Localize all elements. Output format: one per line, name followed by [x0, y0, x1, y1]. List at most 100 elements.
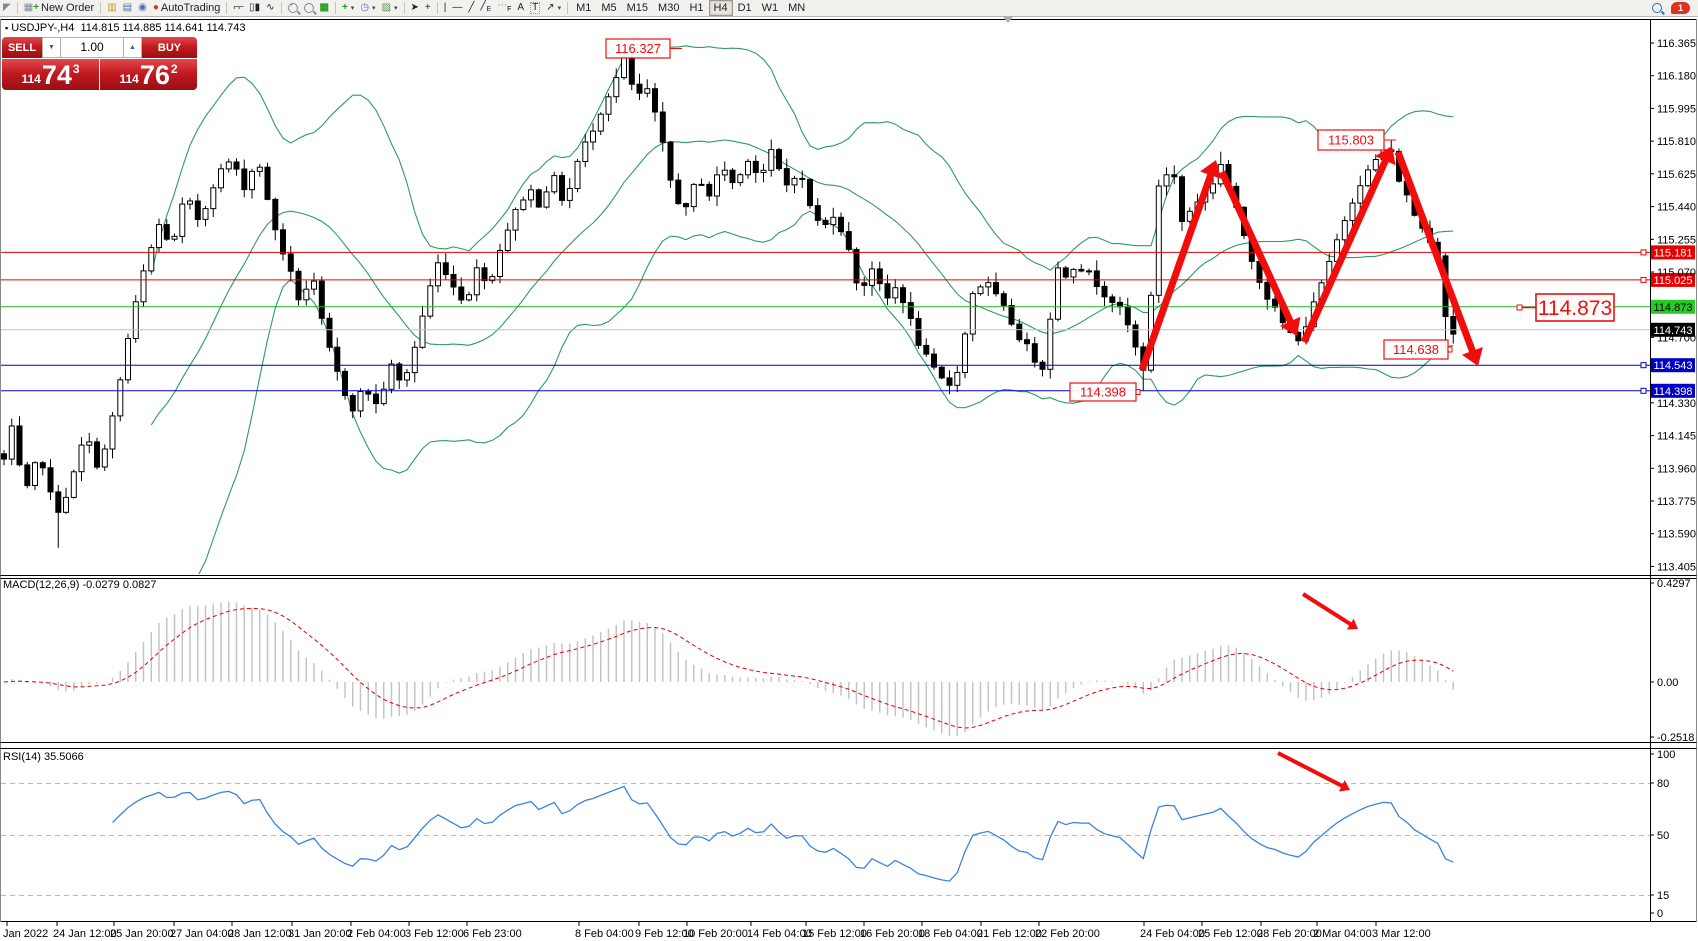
rsi-indicator-label: RSI(14) 35.5066 [3, 751, 84, 763]
notification-badge[interactable]: 1 [1671, 2, 1690, 14]
main-toolbar: ◤ ▦+ New Order ▥ ▤ ◉ ● AutoTrading ⌐⌐ ▯▮… [0, 0, 1698, 17]
tile-windows-icon: ▦ [319, 2, 329, 13]
candlestick-icon: ▯▮ [249, 2, 261, 13]
price-tick-label: 113.775 [1657, 496, 1696, 508]
ask-price-button[interactable]: 114 76 2 [100, 59, 197, 90]
timeframe-button-M1[interactable]: M1 [576, 2, 592, 14]
price-callout-114.638[interactable] [1383, 339, 1449, 360]
autotrading-button[interactable]: ● AutoTrading [152, 2, 221, 14]
price-badge-115.181 [1651, 245, 1695, 260]
line-chart-button[interactable]: ∿ [263, 1, 277, 15]
timeframe-button-D1[interactable]: D1 [737, 2, 752, 14]
line-handle-icon[interactable] [1640, 276, 1647, 283]
timeframe-button-MN[interactable]: MN [788, 2, 806, 14]
price-badge-text: 115.025 [1654, 275, 1693, 287]
bid-price-button[interactable]: 114 74 3 [2, 59, 99, 90]
trendline-tool-button[interactable]: ╱ [465, 1, 477, 15]
periods-button[interactable]: ◷ ▾ [357, 1, 378, 15]
trend-arrow[interactable] [1394, 150, 1477, 355]
trendline-icon: ╱ [468, 2, 475, 13]
trend-arrow[interactable] [1300, 157, 1390, 344]
arrows-tool-button[interactable]: ↗ ▾ [543, 1, 564, 15]
line-handle-icon[interactable] [1640, 387, 1647, 394]
tile-windows-button[interactable]: ▦ [317, 1, 332, 15]
trend-arrow[interactable] [1138, 172, 1215, 372]
trend-arrow-head[interactable] [1280, 316, 1301, 336]
bollinger-lower-band[interactable] [151, 210, 1454, 592]
text-tool-button[interactable]: A [514, 1, 527, 15]
channel-tool-button[interactable]: ╱E [477, 1, 494, 15]
price-callout-114.398[interactable] [1069, 382, 1137, 402]
time-axis-label: 27 Jan 04:00 [170, 928, 234, 940]
price-tick-label: 115.995 [1657, 103, 1696, 115]
timeframe-button-M30[interactable]: M30 [658, 2, 680, 14]
buy-button[interactable]: BUY [142, 37, 197, 58]
templates-button[interactable]: ▨ ▾ [379, 1, 401, 15]
trend-arrow[interactable] [1301, 592, 1353, 627]
add-indicator-button[interactable]: + ▾ [339, 1, 357, 15]
timeframe-button-H4[interactable]: H4 [708, 0, 733, 16]
hline-tool-button[interactable]: ― [449, 1, 465, 15]
price-callout-text: 114.873 [1538, 297, 1612, 320]
toolbar-separator [226, 2, 228, 14]
horizontal-line-icon: ― [452, 2, 463, 13]
time-axis-label: 2 Mar 04:00 [1313, 928, 1372, 940]
zoom-out-button[interactable]: - [301, 1, 317, 15]
timeframe-button-W1[interactable]: W1 [761, 2, 779, 14]
label-anchor-icon[interactable] [1516, 304, 1523, 311]
bar-chart-button[interactable]: ⌐⌐ [230, 1, 246, 15]
line-handle-icon[interactable] [1640, 362, 1647, 369]
price-tick-label: 115.440 [1657, 202, 1696, 214]
trend-arrow[interactable] [1218, 170, 1295, 325]
cursor-tool-button[interactable]: ➤ [408, 1, 422, 15]
volume-decrease-button[interactable]: ▼ [42, 37, 61, 58]
line-handle-icon[interactable] [1640, 249, 1647, 256]
timeframe-button-M15[interactable]: M15 [626, 2, 649, 14]
trend-arrow-head[interactable] [1346, 618, 1358, 630]
price-badge-text: 114.743 [1654, 325, 1693, 337]
timeframe-button-H1[interactable]: H1 [689, 2, 704, 14]
zoom-out-icon: - [303, 2, 314, 13]
price-badge-text: 114.873 [1654, 302, 1693, 314]
new-order-button[interactable]: ▦+ New Order [23, 2, 95, 14]
trend-arrow-head[interactable] [1338, 780, 1350, 792]
timeframe-button-M5[interactable]: M5 [601, 2, 617, 14]
volume-increase-button[interactable]: ▲ [123, 37, 142, 58]
toolbar-separator [16, 2, 18, 14]
fibonacci-tool-button[interactable]: ⋯F [494, 1, 514, 15]
time-axis-label: 15 Feb 12:00 [802, 928, 867, 940]
search-icon [1652, 3, 1662, 13]
spinner-down-icon: ▼ [48, 44, 55, 51]
price-callout-115.803[interactable] [1317, 129, 1385, 151]
vline-tool-button[interactable]: | [441, 1, 450, 15]
price-callout-text: 114.398 [1080, 385, 1126, 400]
price-callout-116.327[interactable] [605, 38, 671, 59]
label-tool-button[interactable]: T [527, 1, 543, 15]
time-axis-label: 16 Feb 20:00 [860, 928, 925, 940]
trend-arrow-head[interactable] [1375, 146, 1396, 166]
price-tick-label: 115.625 [1657, 169, 1696, 181]
bollinger-upper-band[interactable] [150, 41, 1454, 276]
chevron-down-icon: ▾ [372, 5, 376, 12]
zoom-in-button[interactable]: + [285, 1, 301, 15]
volume-input[interactable]: 1.00 [61, 37, 123, 58]
cursor-icon: ➤ [410, 2, 419, 13]
time-axis-label: 25 Jan 20:00 [110, 928, 174, 940]
time-axis-label: 24 Jan 12:00 [53, 928, 117, 940]
candlestick-chart-button[interactable]: ▯▮ [246, 1, 263, 15]
trend-arrow[interactable] [1277, 751, 1345, 789]
price-badge-text: 115.181 [1654, 247, 1693, 259]
crosshair-tool-button[interactable]: + [422, 1, 434, 15]
search-button[interactable] [1649, 1, 1665, 15]
sell-button[interactable]: SELL [2, 37, 42, 58]
chart-window-button[interactable]: ▤ [120, 1, 135, 15]
add-indicator-icon: + [341, 2, 348, 13]
trend-arrow-head[interactable] [1200, 160, 1222, 179]
signals-button[interactable]: ◉ [135, 1, 150, 15]
price-callout-114.873[interactable] [1535, 293, 1615, 322]
price-tick-label: 115.070 [1657, 267, 1696, 279]
trend-arrow-head[interactable] [1461, 347, 1483, 366]
one-click-trading-panel: SELL ▼ 1.00 ▲ BUY 114 74 3 114 76 2 [2, 37, 197, 90]
window-menu-arrow-icon[interactable] [1003, 17, 1013, 23]
market-watch-button[interactable]: ▥ [104, 1, 119, 15]
